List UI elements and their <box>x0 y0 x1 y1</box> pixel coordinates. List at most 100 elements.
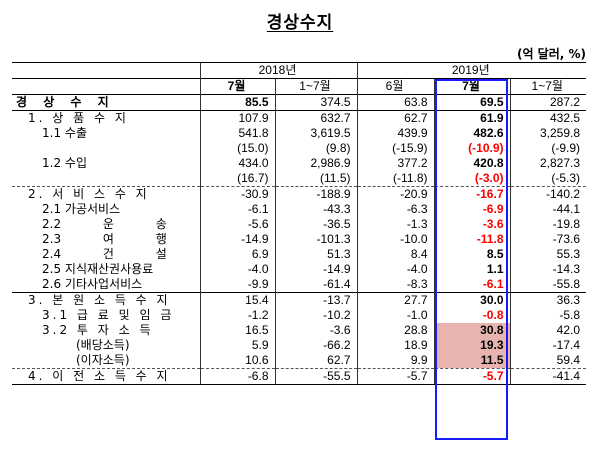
cell: -44.1 <box>509 202 587 217</box>
cell: -16.7 <box>433 186 510 202</box>
cell: -30.9 <box>199 186 275 202</box>
cell: -1.2 <box>199 308 275 323</box>
cell: -55.8 <box>509 277 587 293</box>
cell: -6.1 <box>433 277 510 293</box>
cell: 2,986.9 <box>274 156 357 171</box>
cell: 61.9 <box>433 110 510 126</box>
cell: -1.3 <box>356 217 434 232</box>
table-row: (16.7) (11.5) (-11.8) (-3.0) (-5.3) <box>12 171 587 187</box>
cell: (15.0) <box>199 141 275 156</box>
cell: -73.6 <box>509 232 587 247</box>
cell: -188.9 <box>274 186 357 202</box>
cell: -61.4 <box>274 277 357 293</box>
cell: 62.7 <box>356 110 434 126</box>
row-label: 1. 상 품 수 지 <box>28 111 129 125</box>
cell: 6.9 <box>199 247 275 262</box>
cell: (11.5) <box>274 171 357 187</box>
cell: -3.6 <box>433 217 510 232</box>
cell: 3,619.5 <box>274 126 357 141</box>
cell: -55.5 <box>274 368 357 385</box>
row-label: 2.5 지식재산권사용료 <box>42 262 154 276</box>
cell: 85.5 <box>199 94 275 111</box>
table-row: 3.2 투 자 소 득 16.5 -3.6 28.8 30.8 42.0 <box>12 323 587 338</box>
cell: 9.9 <box>356 353 434 369</box>
cell: 69.5 <box>433 94 510 111</box>
header-blank <box>12 62 200 79</box>
cell: (-9.9) <box>509 141 587 156</box>
cell: 28.8 <box>356 323 434 338</box>
row-label: 2.1 가공서비스 <box>42 202 121 216</box>
row-label: 1.2 수입 <box>42 156 87 170</box>
cell: -20.9 <box>356 186 434 202</box>
table-row: (15.0) (9.8) (-15.9) (-10.9) (-9.9) <box>12 141 587 156</box>
cell: 27.7 <box>356 292 434 308</box>
cell: -43.3 <box>274 202 357 217</box>
cell: 632.7 <box>274 110 357 126</box>
current-account-table: 2018년 2019년 7월 1~7월 6월 7월 1~7월 경 상 수 지 8… <box>12 62 587 385</box>
cell: -19.8 <box>509 217 587 232</box>
table-row: 1.2 수입 434.0 2,986.9 377.2 420.8 2,827.3 <box>12 156 587 171</box>
table-row: 1.1 수출 541.8 3,619.5 439.9 482.6 3,259.8 <box>12 126 587 141</box>
cell: (9.8) <box>274 141 357 156</box>
cell: -5.7 <box>356 368 434 385</box>
cell: 18.9 <box>356 338 434 353</box>
cell: 482.6 <box>433 126 510 141</box>
row-label: (배당소득) <box>76 338 130 352</box>
cell: -14.9 <box>199 232 275 247</box>
cell: -9.9 <box>199 277 275 293</box>
cell: -5.8 <box>509 308 587 323</box>
header-row-months: 7월 1~7월 6월 7월 1~7월 <box>12 78 587 95</box>
header-year-2019: 2019년 <box>356 62 587 79</box>
cell: 8.5 <box>433 247 510 262</box>
cell: -6.9 <box>433 202 510 217</box>
table-row: 2.6 기타사업서비스 -9.9 -61.4 -8.3 -6.1 -55.8 <box>12 277 587 293</box>
cell: 59.4 <box>509 353 587 369</box>
cell: -41.4 <box>509 368 587 385</box>
cell: (16.7) <box>199 171 275 187</box>
cell: (-11.8) <box>356 171 434 187</box>
cell: 16.5 <box>199 323 275 338</box>
cell: 15.4 <box>199 292 275 308</box>
cell: -6.8 <box>199 368 275 385</box>
cell: -140.2 <box>509 186 587 202</box>
cell: -14.9 <box>274 262 357 277</box>
row-label <box>12 141 200 156</box>
unit-label: (억 달러, %) <box>516 47 586 61</box>
table-row: (이자소득) 10.6 62.7 9.9 11.5 59.4 <box>12 353 587 369</box>
cell: -6.1 <box>199 202 275 217</box>
cell: -6.3 <box>356 202 434 217</box>
row-label: 4. 이 전 소 득 수 지 <box>12 368 200 385</box>
header-col: 6월 <box>356 78 434 95</box>
cell: -66.2 <box>274 338 357 353</box>
cell: (-5.3) <box>509 171 587 187</box>
table-row: 2.1 가공서비스 -6.1 -43.3 -6.3 -6.9 -44.1 <box>12 202 587 217</box>
cell: 10.6 <box>199 353 275 369</box>
cell: 8.4 <box>356 247 434 262</box>
cell: -1.0 <box>356 308 434 323</box>
table-row: 경 상 수 지 85.5 374.5 63.8 69.5 287.2 <box>12 94 587 111</box>
cell: 434.0 <box>199 156 275 171</box>
cell: -13.7 <box>274 292 357 308</box>
row-label: 2. 서 비 스 수 지 <box>12 186 200 202</box>
cell: -0.8 <box>433 308 510 323</box>
cell: 420.8 <box>433 156 510 171</box>
cell: -10.2 <box>274 308 357 323</box>
cell: 5.9 <box>199 338 275 353</box>
row-label: 1.1 수출 <box>42 126 87 140</box>
header-row-years: 2018년 2019년 <box>12 62 587 79</box>
cell: -10.0 <box>356 232 434 247</box>
cell: 36.3 <box>509 292 587 308</box>
row-label: 3.2 투 자 소 득 <box>42 323 154 337</box>
table-row: 2.3 여 행 -14.9 -101.3 -10.0 -11.8 -73.6 <box>12 232 587 247</box>
cell: 55.3 <box>509 247 587 262</box>
row-label: 2.4 건 설 <box>42 247 167 261</box>
table-row: 3.1 급 료 및 임 금 -1.2 -10.2 -1.0 -0.8 -5.8 <box>12 308 587 323</box>
cell: (-10.9) <box>433 141 510 156</box>
cell: -17.4 <box>509 338 587 353</box>
cell: 51.3 <box>274 247 357 262</box>
cell: (-3.0) <box>433 171 510 187</box>
cell: -11.8 <box>433 232 510 247</box>
cell: 287.2 <box>509 94 587 111</box>
cell: -4.0 <box>356 262 434 277</box>
row-label: 2.3 여 행 <box>42 232 167 246</box>
